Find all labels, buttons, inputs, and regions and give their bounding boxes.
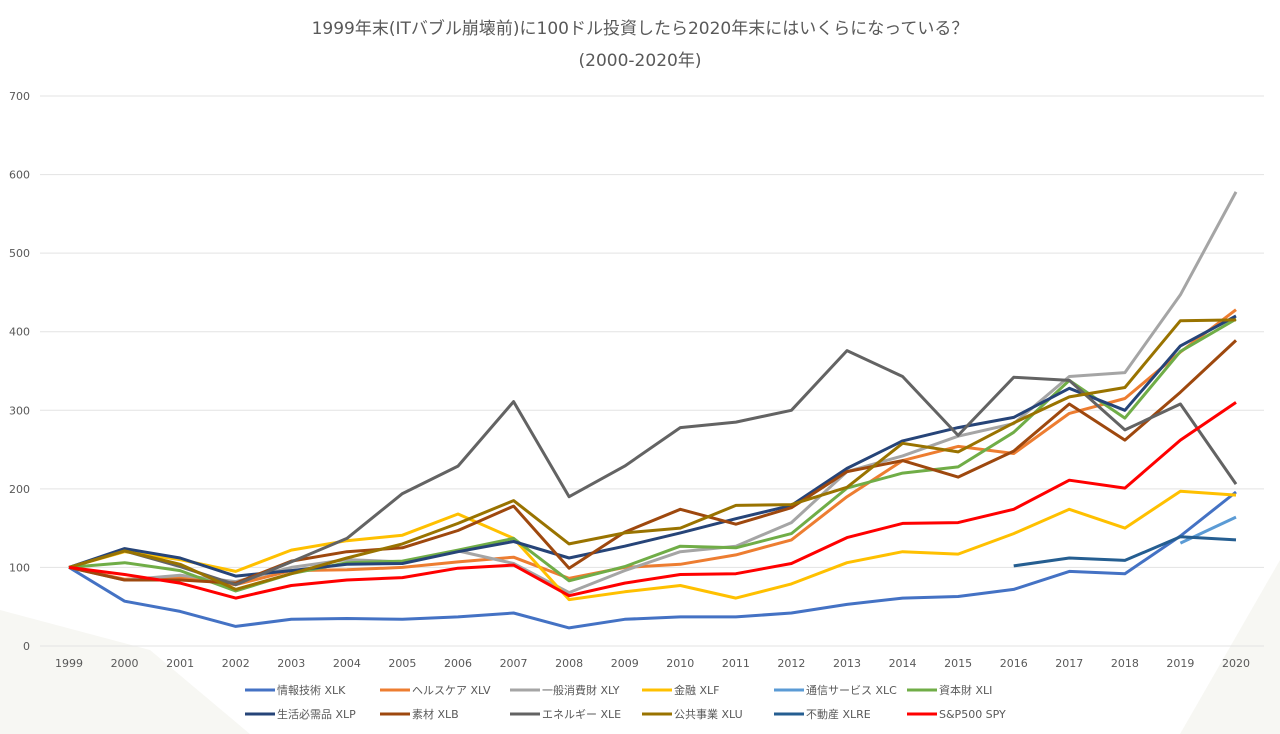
y-tick-label: 300 — [9, 404, 30, 417]
chart-title: 1999年末(ITバブル崩壊前)に100ドル投資したら2020年末にはいくらにな… — [312, 18, 969, 39]
series-line-xle — [68, 349, 1238, 587]
x-tick-label: 2019 — [1166, 657, 1194, 670]
series-line-xlf — [68, 489, 1237, 602]
y-tick-label: 500 — [9, 247, 30, 260]
y-tick-label: 700 — [9, 90, 30, 103]
series-line-xlv — [68, 308, 1237, 587]
x-tick-label: 2020 — [1222, 657, 1250, 670]
background-decoration — [0, 610, 250, 734]
series-line-xlk — [68, 490, 1237, 630]
legend-label: 通信サービス XLC — [806, 684, 897, 697]
x-tick-label: 2007 — [500, 657, 528, 670]
x-tick-label: 2004 — [333, 657, 361, 670]
legend-label: 不動産 XLRE — [806, 707, 871, 721]
y-tick-label: 0 — [23, 640, 30, 653]
x-tick-label: 2015 — [944, 657, 972, 670]
legend-label: 素材 XLB — [412, 707, 459, 721]
background-decoration — [1180, 560, 1280, 734]
x-tick-label: 2008 — [555, 657, 583, 670]
legend-label: 公共事業 XLU — [674, 708, 743, 721]
x-tick-label: 2010 — [666, 657, 694, 670]
y-tick-label: 100 — [9, 561, 30, 574]
x-tick-label: 1999 — [55, 657, 83, 670]
x-tick-label: 2003 — [277, 657, 305, 670]
x-tick-label: 2012 — [777, 657, 805, 670]
x-tick-label: 2011 — [722, 657, 750, 670]
x-tick-label: 2017 — [1055, 657, 1083, 670]
legend-label: 資本財 XLI — [939, 683, 992, 697]
series-line-xlu — [68, 318, 1237, 591]
legend-label: 生活必需品 XLP — [277, 707, 356, 721]
chart-subtitle: (2000-2020年) — [579, 51, 702, 71]
x-tick-label: 2001 — [166, 657, 194, 670]
legend-label: 一般消費財 XLY — [542, 683, 620, 697]
legend-label: 金融 XLF — [674, 683, 720, 697]
y-tick-label: 200 — [9, 483, 30, 496]
x-tick-label: 2014 — [889, 657, 917, 670]
legend-label: エネルギー XLE — [542, 708, 621, 721]
y-tick-label: 600 — [9, 169, 30, 182]
legend-label: ヘルスケア XLV — [412, 684, 491, 697]
series-line-spy — [68, 401, 1237, 600]
series-line-xlb — [68, 339, 1238, 585]
x-tick-label: 2000 — [111, 657, 139, 670]
x-tick-label: 2005 — [388, 657, 416, 670]
x-tick-label: 2009 — [611, 657, 639, 670]
x-tick-label: 2006 — [444, 657, 472, 670]
series-line-xli — [68, 317, 1237, 593]
x-tick-label: 2013 — [833, 657, 861, 670]
legend-label: 情報技術 XLK — [277, 684, 346, 697]
x-tick-label: 2018 — [1111, 657, 1139, 670]
x-tick-label: 2016 — [1000, 657, 1028, 670]
legend-label: S&P500 SPY — [939, 708, 1006, 721]
y-tick-label: 400 — [9, 326, 30, 339]
series-line-xlre — [1013, 535, 1237, 568]
x-tick-label: 2002 — [222, 657, 250, 670]
